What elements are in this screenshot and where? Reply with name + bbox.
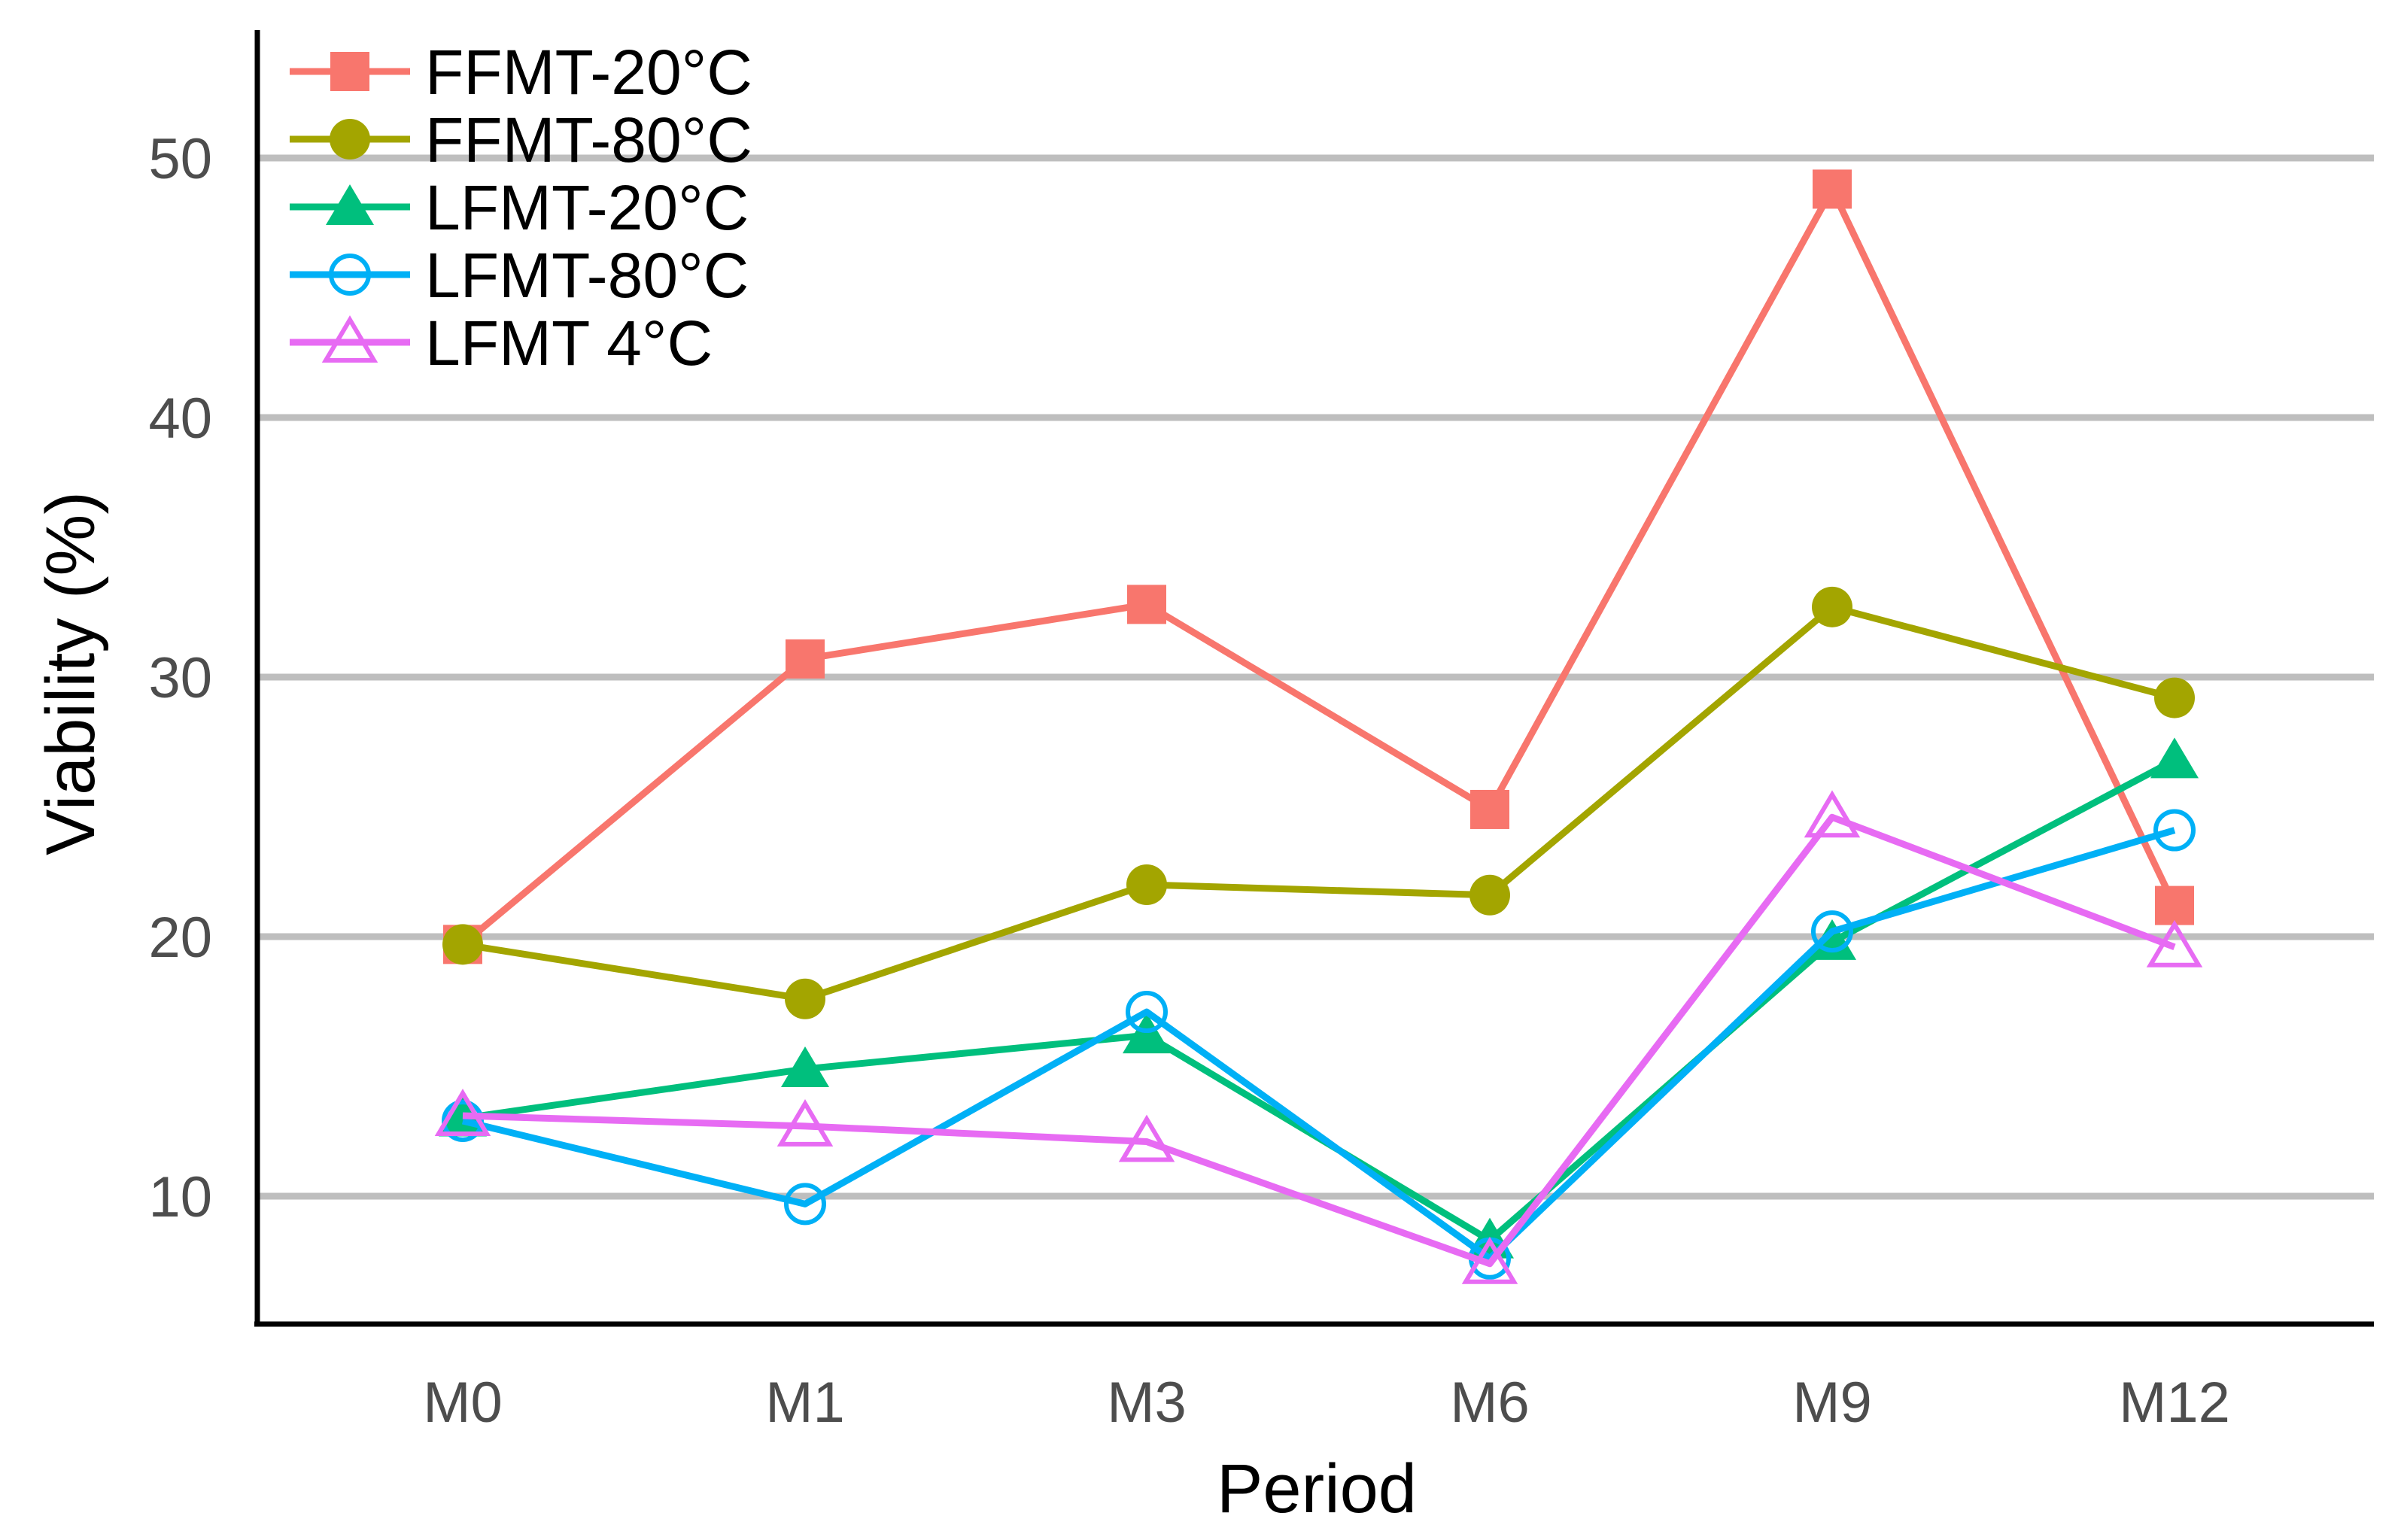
x-tick-label-m6: M6 (1450, 1371, 1530, 1435)
data-point-ffmt-20-c-m6 (1470, 789, 1509, 829)
x-axis-ticks: M0 M1 M3 M6 M9 M12 (423, 1371, 2230, 1435)
y-tick-label-50: 50 (148, 127, 212, 191)
data-point-lfmt-80-c-m12 (2153, 809, 2196, 852)
legend-label-lfmt-80-c: LFMT-80°C (425, 240, 749, 311)
legend-marker-ffmt-20-c (330, 52, 369, 91)
data-point-ffmt-80-c-m0 (442, 924, 483, 965)
data-point-lfmt-20-c-m3 (1123, 1013, 1171, 1054)
legend-marker-lfmt-20-c (326, 184, 374, 225)
data-point-lfmt-80-c-m3 (1126, 991, 1168, 1034)
series-line-ffmt-20-c (460, 185, 2178, 947)
legend-item-ffmt-20-c: FFMT-20°C (290, 37, 752, 108)
legend-marker-lfmt-80-c (329, 254, 371, 296)
series-ffmt-20-c (443, 169, 2194, 964)
data-point-lfmt-80-c-m9 (1811, 910, 1853, 953)
data-point-ffmt-80-c-m1 (785, 978, 825, 1019)
series-line-lfmt-80-c (461, 827, 2176, 1262)
x-tick-label-m12: M12 (2119, 1371, 2230, 1435)
series-line-lfmt-20-c (462, 757, 2177, 1244)
x-tick-label-m0: M0 (423, 1371, 503, 1435)
legend-marker-ffmt-80-c (330, 119, 370, 159)
legend-label-lfmt-20-c: LFMT-20°C (425, 172, 749, 243)
legend-label-ffmt-80-c: FFMT-80°C (425, 105, 752, 175)
data-point-lfmt-20-c-m9 (1808, 919, 1856, 960)
legend-marker-lfmt-4-c (321, 315, 378, 363)
series-line-lfmt-4-c (462, 813, 2176, 1268)
data-point-ffmt-80-c-m12 (2154, 677, 2195, 718)
legend-item-lfmt-4-c: LFMT 4°C (290, 308, 713, 378)
data-point-ffmt-80-c-m3 (1126, 864, 1167, 905)
y-axis-ticks: 10 20 30 40 50 (148, 127, 212, 1229)
series-layer (434, 169, 2203, 1284)
data-point-ffmt-20-c-m1 (786, 639, 825, 679)
data-point-lfmt-4-c-m0 (434, 1089, 491, 1137)
data-point-ffmt-20-c-m3 (1127, 585, 1166, 624)
data-point-lfmt-4-c-m9 (1804, 790, 1861, 838)
data-point-ffmt-80-c-m9 (1812, 586, 1852, 627)
series-lfmt-80-c (442, 809, 2196, 1280)
x-tick-label-m1: M1 (765, 1371, 845, 1435)
y-tick-label-40: 40 (148, 387, 212, 451)
legend-item-lfmt-20-c: LFMT-20°C (290, 172, 749, 243)
legend-item-ffmt-80-c: FFMT-80°C (290, 105, 752, 175)
series-line-ffmt-80-c (462, 603, 2176, 1003)
y-tick-label-30: 30 (148, 646, 212, 710)
legend: FFMT-20°CFFMT-80°CLFMT-20°CLFMT-80°CLFMT… (290, 37, 752, 378)
data-point-lfmt-4-c-m6 (1461, 1236, 1518, 1284)
data-point-ffmt-20-c-m12 (2155, 885, 2194, 925)
x-axis-title: Period (1217, 1450, 1417, 1527)
x-tick-label-m9: M9 (1792, 1371, 1872, 1435)
legend-label-ffmt-20-c: FFMT-20°C (425, 37, 752, 108)
x-tick-label-m3: M3 (1107, 1371, 1187, 1435)
series-lfmt-4-c (434, 790, 2203, 1284)
data-point-lfmt-4-c-m12 (2146, 919, 2203, 967)
data-point-lfmt-80-c-m1 (784, 1183, 826, 1226)
data-point-ffmt-20-c-m9 (1813, 169, 1852, 209)
series-ffmt-80-c (442, 586, 2195, 1019)
data-point-lfmt-4-c-m1 (777, 1098, 834, 1147)
data-point-lfmt-20-c-m1 (781, 1046, 829, 1087)
data-point-ffmt-80-c-m6 (1469, 874, 1510, 916)
data-point-lfmt-20-c-m12 (2150, 737, 2199, 779)
legend-item-lfmt-80-c: LFMT-80°C (290, 240, 749, 311)
legend-label-lfmt-4-c: LFMT 4°C (425, 308, 713, 378)
data-point-lfmt-4-c-m3 (1118, 1114, 1175, 1162)
y-axis-title: Viability (%) (32, 491, 109, 855)
gridlines (257, 154, 2374, 1200)
y-tick-label-10: 10 (148, 1165, 212, 1229)
y-tick-label-20: 20 (148, 906, 212, 970)
